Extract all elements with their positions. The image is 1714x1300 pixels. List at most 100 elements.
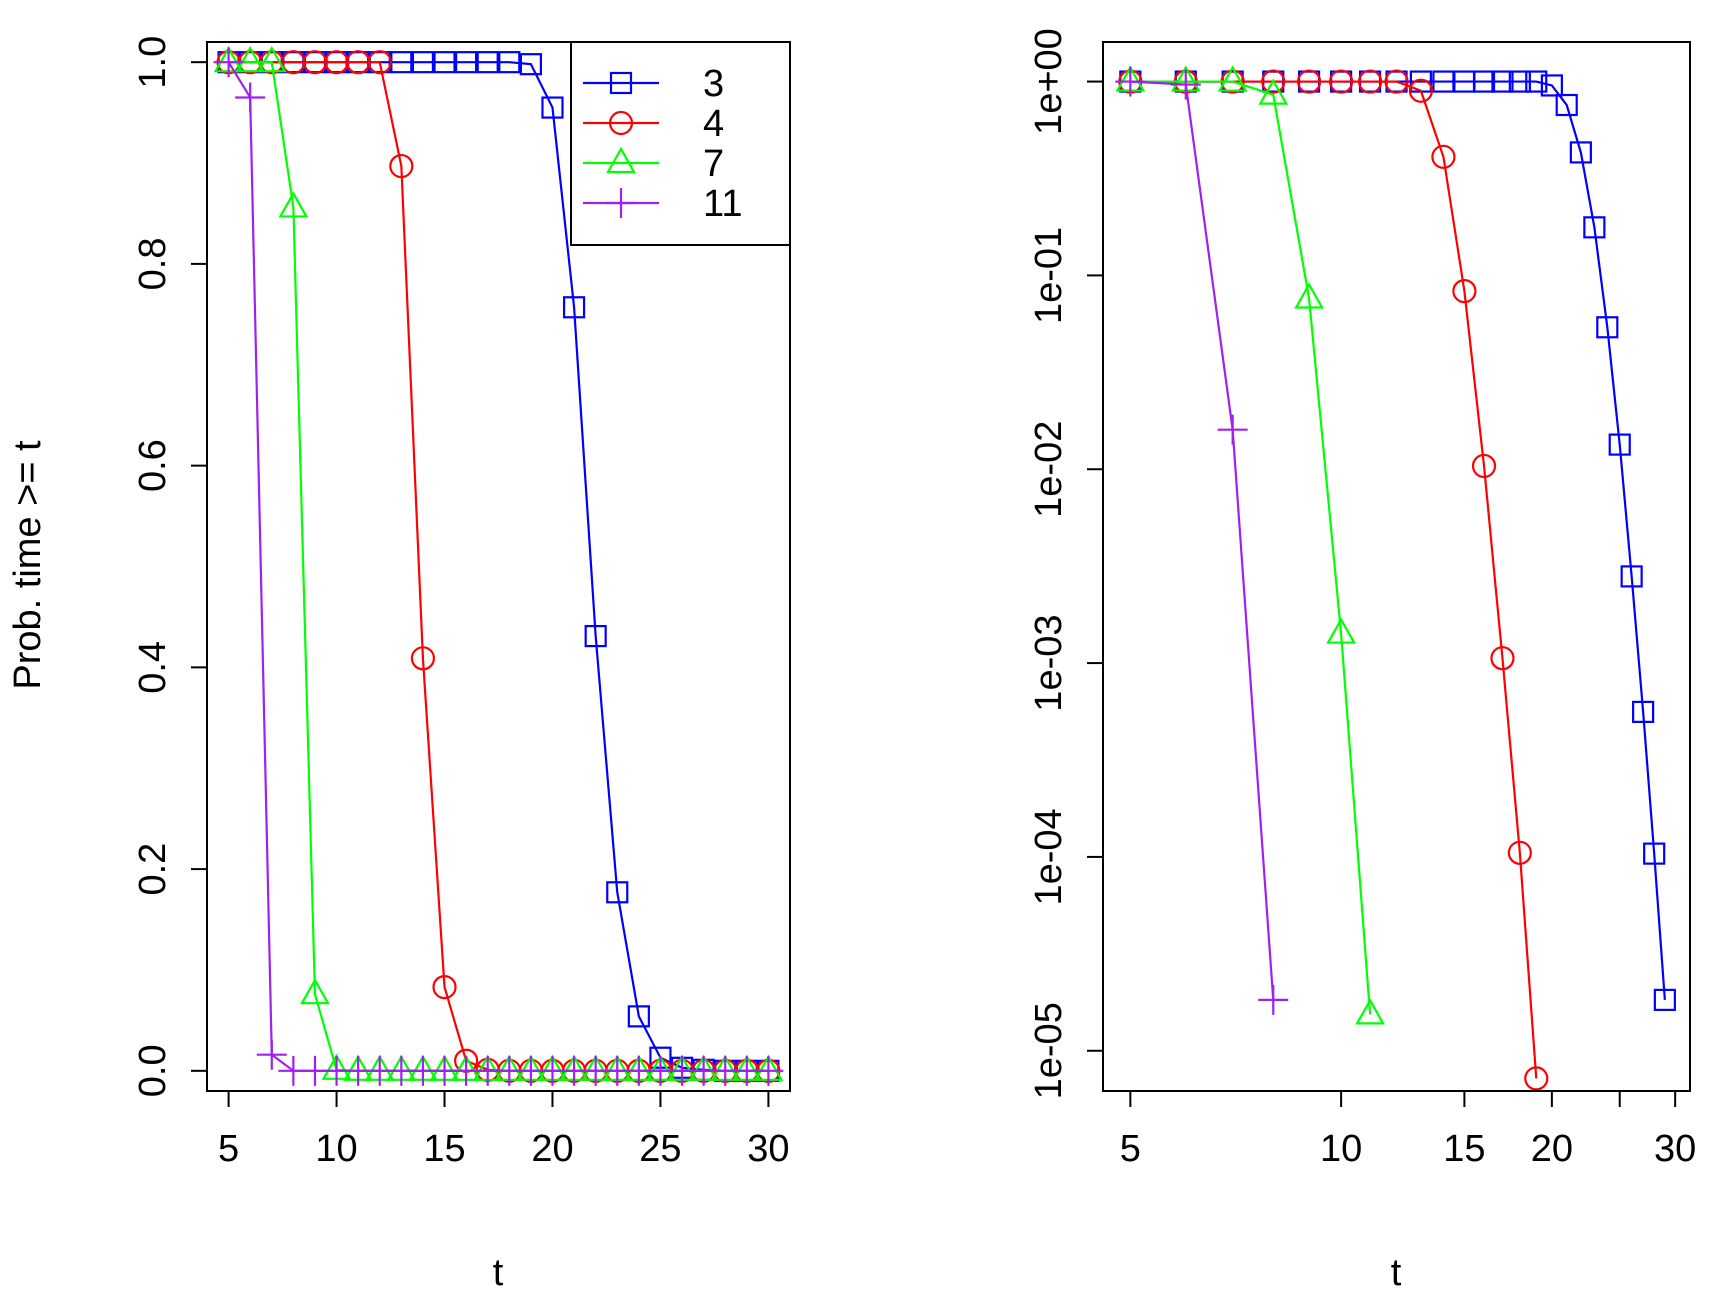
- right-y-tick-label-2: 1e-02: [1028, 421, 1070, 518]
- legend-entry-3: 3: [583, 63, 724, 105]
- right-point-4-19: [1524, 1066, 1549, 1091]
- right-point-3-18: [1508, 70, 1531, 93]
- left-y-tick-label-1: 0.2: [132, 843, 174, 896]
- left-point-3-16: [455, 51, 478, 74]
- left-y-tick-label-4: 0.8: [132, 237, 174, 290]
- right-point-3-24: [1596, 316, 1619, 339]
- left-y-axis-label: Prob. time >= t: [7, 440, 49, 690]
- left-y-tick-label-2: 0.4: [132, 641, 174, 694]
- right-point-7-11: [1355, 998, 1385, 1025]
- right-series-group: [1115, 65, 1676, 1091]
- right-series-line-7: [1130, 80, 1372, 1015]
- left-point-11-30: [753, 1055, 784, 1086]
- right-point-3-21: [1555, 93, 1578, 117]
- right-y-tick-label-4: 1e-04: [1028, 808, 1070, 905]
- left-point-3-24: [627, 1005, 650, 1028]
- legend-label-4: 4: [703, 103, 724, 145]
- left-point-4-12: [367, 50, 392, 75]
- right-y-tick-label-3: 1e-03: [1028, 614, 1070, 711]
- left-x-tick-label-20: 20: [531, 1128, 573, 1170]
- left-x-axis: 5 10 15 20 25 30: [218, 1090, 790, 1170]
- left-point-11-5: [213, 47, 244, 78]
- right-x-tick-label-30: 30: [1654, 1128, 1696, 1170]
- left-point-7-8: [278, 191, 309, 218]
- left-y-axis: 0.0 0.2 0.4 0.6 0.8 1.0: [132, 36, 208, 1097]
- legend-entry-7: 7: [583, 143, 724, 185]
- legend-entry-4: 4: [583, 103, 724, 145]
- left-point-7-6: [235, 45, 266, 73]
- left-series-11: [213, 47, 784, 1086]
- left-point-3-15: [433, 51, 456, 74]
- left-panel-linear-scale: 5 10 15 20 25 30 0.0 0.2 0.4 0.6 0.8 1.0 t Prob. t…: [7, 36, 791, 1294]
- left-x-tick-label-5: 5: [218, 1128, 239, 1170]
- right-point-7-8: [1258, 78, 1289, 105]
- left-x-tick-label-10: 10: [315, 1128, 357, 1170]
- left-series-line-7: [228, 61, 769, 1072]
- right-point-3-23: [1583, 216, 1606, 239]
- right-y-tick-label-0: 1e+00: [1028, 28, 1070, 135]
- right-series-7: [1115, 65, 1385, 1025]
- right-point-4-9: [1296, 69, 1322, 94]
- left-series-line-4: [228, 61, 769, 1072]
- right-x-tick-label-5: 5: [1120, 1128, 1141, 1170]
- right-x-axis: 5 10 15 20 30: [1120, 1090, 1696, 1170]
- right-series-11: [1115, 66, 1289, 1015]
- legend-label-11: 11: [703, 183, 742, 225]
- left-point-3-19: [519, 53, 542, 76]
- left-point-3-21: [562, 296, 586, 319]
- right-point-4-11: [1357, 69, 1383, 94]
- right-series-line-4: [1130, 80, 1538, 1079]
- legend-marker-3: [609, 71, 633, 95]
- right-series-4: [1118, 69, 1549, 1091]
- left-x-tick-label-15: 15: [423, 1128, 465, 1170]
- legend-box: [570, 41, 791, 246]
- right-x-tick-label-20: 20: [1531, 1128, 1573, 1170]
- right-x-tick-label-15: 15: [1443, 1128, 1485, 1170]
- right-point-3-27: [1632, 700, 1655, 723]
- right-point-4-17: [1490, 646, 1515, 671]
- left-y-tick-label-3: 0.6: [132, 439, 174, 492]
- left-series-line-3: [228, 61, 769, 1072]
- legend-marker-11: [606, 188, 636, 218]
- right-point-3-28: [1643, 842, 1666, 865]
- left-y-tick-label-5: 1.0: [132, 36, 174, 89]
- right-point-4-8: [1261, 69, 1286, 94]
- left-x-tick-label-25: 25: [639, 1128, 681, 1170]
- right-point-4-16: [1471, 453, 1497, 479]
- right-point-4-15: [1452, 278, 1477, 304]
- legend-label-3: 3: [703, 63, 724, 105]
- right-panel-log-scale: 5 10 15 20 30 1e+00 1e-01 1e-02 1e-03 1e-04 1e-05…: [1028, 28, 1696, 1294]
- right-point-4-12: [1384, 69, 1409, 94]
- left-point-3-18: [498, 51, 521, 74]
- right-point-11-6: [1170, 69, 1201, 100]
- right-point-3-16: [1472, 70, 1496, 93]
- right-y-tick-label-1: 1e-01: [1028, 227, 1070, 324]
- right-y-axis: 1e+00 1e-01 1e-02 1e-03 1e-04 1e-05: [1028, 28, 1104, 1099]
- left-series-7: [213, 45, 784, 1081]
- left-point-11-7: [256, 1039, 287, 1070]
- legend-marker-7: [606, 146, 636, 174]
- left-series-group: [213, 45, 784, 1086]
- left-point-7-7: [256, 45, 287, 73]
- left-series-line-11: [227, 61, 769, 1072]
- right-x-axis-label: t: [1391, 1252, 1402, 1294]
- right-plot-frame: [1102, 41, 1691, 1092]
- right-point-3-25: [1608, 433, 1631, 456]
- right-point-4-14: [1431, 144, 1456, 169]
- left-y-tick-label-0: 0.0: [132, 1044, 174, 1097]
- right-point-11-8: [1258, 984, 1289, 1015]
- right-point-3-17: [1491, 70, 1514, 93]
- left-x-tick-label-30: 30: [747, 1128, 789, 1170]
- left-point-3-22: [584, 624, 607, 648]
- left-point-11-6: [235, 82, 266, 113]
- left-point-4-13: [389, 153, 414, 179]
- left-point-4-14: [410, 646, 436, 671]
- left-point-3-17: [476, 51, 499, 74]
- legend-marker-4: [608, 110, 634, 136]
- left-point-3-20: [541, 96, 564, 119]
- right-point-7-7: [1217, 65, 1248, 92]
- right-x-tick-label-10: 10: [1320, 1128, 1362, 1170]
- right-point-3-20: [1540, 74, 1563, 97]
- right-point-4-10: [1329, 69, 1354, 94]
